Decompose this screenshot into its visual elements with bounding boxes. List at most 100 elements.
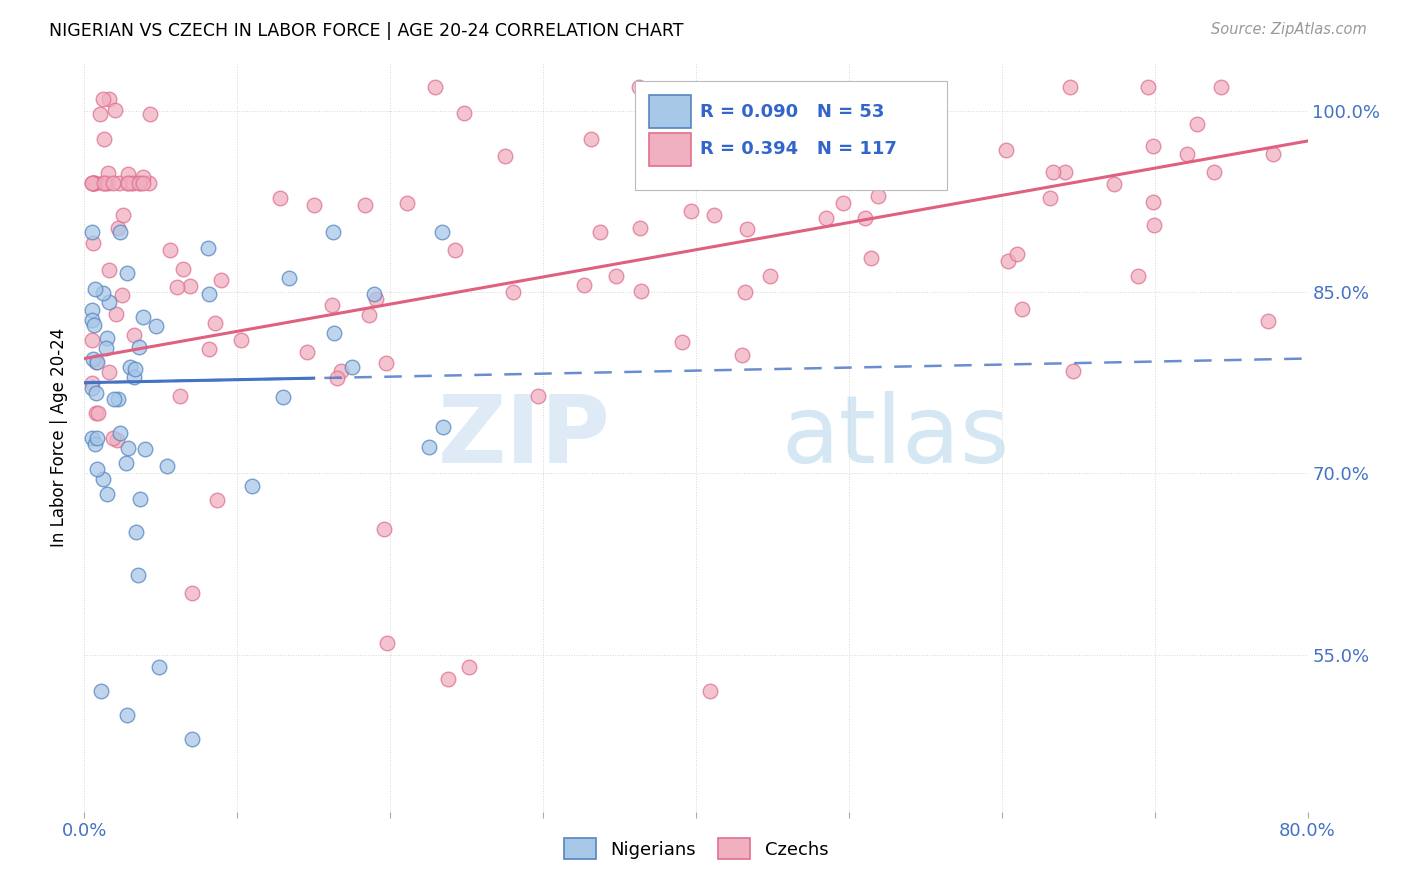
Point	[181, 732, 204, 747]
Point	[278, 270, 301, 285]
Point	[86, 355, 108, 369]
Point	[93, 176, 115, 190]
Point	[101, 431, 124, 445]
Point	[82, 303, 104, 318]
Point	[84, 385, 107, 400]
Point	[138, 176, 160, 190]
Point	[1142, 195, 1164, 210]
Point	[117, 167, 139, 181]
Point	[139, 106, 162, 120]
Point	[831, 196, 853, 211]
Point	[271, 390, 294, 404]
Point	[815, 211, 838, 225]
Point	[628, 79, 651, 94]
Point	[115, 708, 138, 723]
Point	[129, 176, 152, 190]
Point	[128, 176, 150, 190]
Point	[96, 341, 118, 355]
Point	[80, 225, 103, 239]
Point	[1137, 79, 1160, 94]
Point	[83, 318, 105, 333]
Point	[87, 406, 110, 420]
Point	[181, 586, 204, 600]
Point	[107, 392, 129, 407]
Text: ZIP: ZIP	[437, 391, 610, 483]
Point	[502, 285, 524, 299]
Point	[605, 269, 627, 284]
Point	[396, 196, 419, 211]
Point	[117, 442, 139, 456]
Point	[125, 525, 148, 540]
Point	[444, 244, 467, 258]
Point	[375, 635, 398, 649]
Text: NIGERIAN VS CZECH IN LABOR FORCE | AGE 20-24 CORRELATION CHART: NIGERIAN VS CZECH IN LABOR FORCE | AGE 2…	[49, 22, 683, 40]
Point	[342, 360, 364, 375]
Point	[322, 326, 344, 341]
Point	[1143, 218, 1166, 232]
Point	[91, 176, 114, 190]
Point	[120, 176, 142, 190]
Point	[375, 356, 398, 370]
Point	[1185, 117, 1208, 131]
Point	[1211, 79, 1233, 94]
Point	[115, 456, 138, 470]
Point	[432, 419, 454, 434]
Point	[1042, 165, 1064, 179]
Point	[127, 568, 149, 582]
Point	[84, 437, 107, 451]
Point	[1102, 177, 1125, 191]
Point	[204, 317, 226, 331]
Point	[179, 279, 201, 293]
Point	[132, 176, 155, 190]
Point	[198, 287, 221, 301]
Point	[209, 272, 232, 286]
Point	[1062, 364, 1084, 378]
Point	[699, 684, 721, 698]
Point	[97, 295, 120, 310]
Point	[363, 286, 385, 301]
Point	[111, 288, 134, 302]
Point	[453, 105, 475, 120]
Point	[97, 166, 120, 180]
Point	[107, 221, 129, 235]
Point	[759, 268, 782, 283]
Point	[1263, 146, 1285, 161]
Point	[1054, 165, 1077, 179]
Point	[737, 222, 759, 236]
Point	[423, 79, 446, 94]
Point	[671, 334, 693, 349]
Point	[108, 225, 131, 239]
Point	[457, 659, 479, 673]
Point	[134, 442, 156, 456]
Point	[104, 103, 127, 118]
Text: R = 0.394   N = 117: R = 0.394 N = 117	[700, 140, 897, 159]
Point	[97, 176, 120, 190]
Point	[90, 684, 112, 698]
Point	[868, 189, 890, 203]
Point	[1177, 147, 1199, 161]
Point	[83, 176, 105, 190]
FancyBboxPatch shape	[650, 133, 692, 166]
Point	[169, 389, 191, 403]
Point	[997, 254, 1019, 268]
Point	[322, 225, 344, 239]
Point	[122, 327, 145, 342]
Point	[89, 107, 111, 121]
Point	[122, 369, 145, 384]
Point	[494, 148, 516, 162]
Point	[129, 491, 152, 506]
Point	[172, 262, 194, 277]
Point	[1257, 314, 1279, 328]
Point	[269, 191, 291, 205]
Point	[205, 492, 228, 507]
Point	[86, 431, 108, 445]
Point	[734, 285, 756, 299]
Point	[572, 278, 595, 293]
Point	[117, 176, 139, 190]
Point	[159, 243, 181, 257]
Point	[80, 431, 103, 445]
Point	[1059, 79, 1081, 94]
Point	[128, 340, 150, 354]
Point	[86, 355, 108, 369]
Point	[1202, 165, 1225, 179]
